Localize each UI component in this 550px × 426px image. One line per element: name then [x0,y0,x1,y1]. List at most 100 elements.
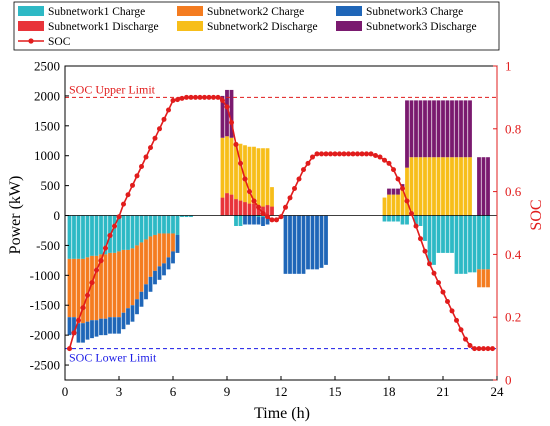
bar-s2d [265,148,270,206]
bar-s3c [126,308,130,325]
y-tick-label-right: 1 [505,59,512,74]
soc-point [148,145,153,151]
bar-s1c [94,215,99,256]
bar-s3d [423,100,427,158]
bar-s2d [409,157,414,216]
bar-s3d [418,100,423,158]
y-tick-label-left: -500 [36,238,60,253]
soc-point [80,305,86,311]
soc-point [305,160,311,166]
soc-point [301,167,306,173]
bar-s2c [486,269,490,288]
soc-point [368,151,374,157]
soc-point [449,308,455,314]
bar-s1c [139,215,144,243]
soc-point [386,160,392,166]
legend-box [13,1,500,51]
bar-s3c [157,266,162,280]
bar-s3c [162,263,166,276]
soc-point [233,142,239,147]
bar-s3c [310,215,315,270]
y-axis-label-left: Power (kW) [7,176,24,255]
bar-s2c [108,252,112,318]
bar-s1c [463,215,468,274]
bar-s1c [103,215,108,255]
bar-s2d [396,194,400,216]
bar-s1c [189,215,193,218]
bar-s1c [418,215,423,226]
plot-area: SOC Upper Limit SOC Lower Limit [65,82,497,365]
bar-s1c [238,215,243,226]
bar-s2d [454,157,459,216]
soc-point [152,135,158,141]
soc-point [242,176,248,182]
soc-point [490,346,495,352]
soc-point [251,198,257,204]
bar-s1c [481,215,486,270]
bar-s1c [135,215,139,246]
legend-label-soc: SOC [48,36,71,48]
soc-point [202,94,207,100]
soc-point [463,336,468,342]
bar-s2d [463,157,468,216]
bar-s3c [153,270,157,285]
bar-s1d [265,205,270,216]
soc-point [355,151,360,157]
bar-s1c [81,215,85,259]
legend-swatch-s1d [18,21,44,31]
bar-s3c [81,323,85,343]
bar-s2c [477,269,481,288]
bar-s3d [396,188,400,195]
bar-s3d [225,89,229,137]
bar-s1c [184,215,189,218]
bar-s3d [463,100,468,158]
bar-s3d [486,157,490,216]
soc-point [323,151,329,157]
bar-s3c [247,215,252,225]
bar-s1d [247,203,252,216]
soc-point [359,151,365,157]
y-tick-label-right: 0.2 [505,310,521,325]
bar-s1c [130,215,135,249]
bar-s2c [144,239,148,285]
bar-s3d [477,157,481,216]
bar-s2d [432,157,436,216]
soc-point [85,292,90,298]
bar-s1d [234,199,238,216]
y-tick-label-right: 0 [505,373,512,388]
bar-s1c [396,215,400,222]
bar-s3d [459,100,463,158]
soc-point [436,280,441,286]
soc-upper-limit-label: SOC Upper Limit [69,82,156,96]
y-tick-label-left: 1500 [34,118,60,133]
soc-point [265,214,270,220]
bar-s2d [229,137,234,195]
bar-s2d [270,187,274,207]
bar-s1c [90,215,94,256]
bar-s1c [67,215,72,259]
bar-s2c [139,242,144,292]
bar-s1d [252,203,256,216]
legend-label-s2c: Subnetwork2 Charge [207,6,304,18]
bar-s2d [414,157,418,216]
soc-point [112,223,117,229]
bar-s2c [90,255,94,321]
bar-s1c [157,215,162,234]
soc-point [283,204,288,210]
bar-s1c [400,215,405,225]
bar-s1c [121,215,126,250]
x-axis-label: Time (h) [254,405,310,422]
bar-s1c [99,215,103,255]
soc-point [296,176,302,182]
legend-label-s1c: Subnetwork1 Charge [48,6,145,18]
y-tick-label-right: 0.8 [505,121,521,136]
bar-s3c [283,215,288,274]
soc-point [107,233,113,239]
bar-s3c [72,317,76,336]
bar-s2d [252,146,256,204]
bar-s2c [121,249,126,313]
soc-point [161,116,167,122]
soc-point [400,185,405,191]
bar-s3d [445,100,450,158]
soc-point [395,176,401,182]
